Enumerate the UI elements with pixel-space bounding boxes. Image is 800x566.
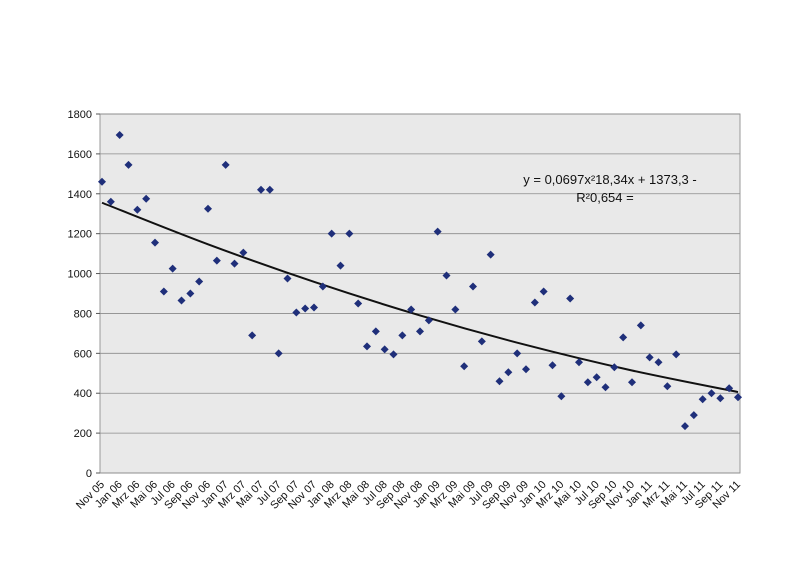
y-tick-label: 1800 bbox=[68, 109, 92, 121]
point bbox=[424, 316, 433, 325]
point bbox=[239, 248, 248, 257]
point bbox=[619, 333, 628, 342]
point bbox=[495, 377, 504, 386]
y-tick-label: 1000 bbox=[68, 269, 92, 281]
point bbox=[151, 238, 159, 247]
point bbox=[451, 305, 460, 314]
point bbox=[513, 349, 522, 358]
point bbox=[115, 130, 124, 139]
point bbox=[672, 350, 681, 359]
point bbox=[530, 298, 539, 307]
point bbox=[469, 282, 477, 291]
point bbox=[195, 277, 204, 286]
y-tick-label: 1400 bbox=[68, 189, 92, 201]
point bbox=[389, 350, 398, 359]
point bbox=[318, 282, 327, 291]
point bbox=[177, 296, 186, 305]
point bbox=[186, 289, 195, 298]
point bbox=[725, 384, 734, 393]
point bbox=[345, 229, 354, 238]
point bbox=[230, 259, 239, 268]
point bbox=[274, 349, 283, 358]
point bbox=[204, 204, 212, 213]
point bbox=[504, 368, 513, 377]
point bbox=[371, 327, 380, 336]
point bbox=[734, 393, 742, 402]
y-tick-label: 800 bbox=[74, 308, 92, 320]
point bbox=[221, 160, 230, 169]
point bbox=[159, 287, 168, 296]
point bbox=[539, 287, 548, 296]
point bbox=[142, 194, 151, 203]
point bbox=[557, 392, 566, 401]
point bbox=[575, 358, 583, 367]
point bbox=[133, 205, 142, 214]
y-tick-label: 200 bbox=[74, 428, 92, 440]
point bbox=[716, 394, 725, 403]
point bbox=[698, 395, 707, 404]
point bbox=[292, 308, 301, 317]
point bbox=[407, 305, 416, 314]
point bbox=[548, 361, 557, 370]
point bbox=[707, 389, 716, 398]
point bbox=[566, 294, 575, 303]
annotation: R²0,654 = bbox=[576, 190, 633, 205]
point bbox=[168, 264, 177, 273]
point bbox=[460, 362, 469, 371]
point bbox=[106, 197, 115, 206]
point bbox=[310, 303, 318, 312]
point bbox=[583, 378, 592, 387]
plot-area bbox=[99, 113, 741, 474]
point bbox=[486, 250, 495, 259]
annotation: y = 0,0697x²18,34x + 1373,3 - bbox=[523, 172, 696, 187]
point bbox=[265, 185, 274, 194]
y-tick-label: 1200 bbox=[68, 229, 92, 241]
point bbox=[416, 327, 424, 336]
y-tick-label: 0 bbox=[86, 468, 92, 480]
trendline bbox=[101, 201, 739, 394]
point bbox=[248, 331, 257, 340]
point bbox=[628, 378, 636, 387]
point bbox=[327, 229, 336, 238]
point bbox=[610, 363, 619, 372]
point bbox=[681, 422, 689, 431]
point bbox=[592, 373, 601, 382]
point bbox=[645, 353, 654, 362]
point bbox=[398, 331, 407, 340]
point bbox=[689, 411, 698, 420]
point bbox=[654, 358, 663, 367]
point bbox=[301, 304, 310, 313]
y-tick-label: 1600 bbox=[68, 149, 92, 161]
y-tick-label: 600 bbox=[74, 348, 92, 360]
point bbox=[601, 383, 610, 392]
point bbox=[283, 274, 292, 283]
point bbox=[363, 342, 371, 351]
point bbox=[442, 271, 451, 280]
point bbox=[257, 185, 265, 194]
point bbox=[636, 321, 645, 330]
point bbox=[663, 382, 672, 391]
point bbox=[477, 337, 486, 346]
point bbox=[522, 365, 530, 374]
point bbox=[380, 345, 389, 354]
point bbox=[336, 261, 345, 270]
point bbox=[124, 160, 133, 169]
point bbox=[212, 256, 221, 265]
y-tick-label: 400 bbox=[74, 388, 92, 400]
point bbox=[433, 227, 442, 236]
point bbox=[354, 299, 363, 308]
point bbox=[98, 177, 106, 186]
